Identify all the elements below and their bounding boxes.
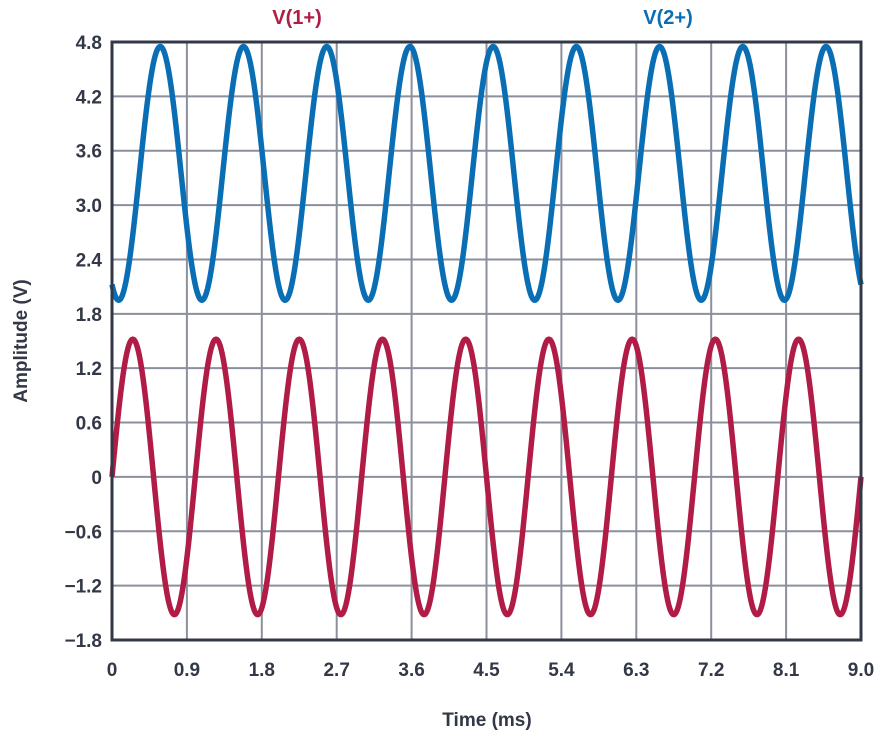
y-tick-label: 1.8 bbox=[76, 305, 102, 326]
y-tick-label: −1.2 bbox=[64, 577, 102, 598]
x-tick-label: 4.5 bbox=[473, 660, 500, 681]
y-tick-label: 2.4 bbox=[76, 250, 103, 271]
x-tick-label: 5.4 bbox=[548, 660, 575, 681]
plot-frame bbox=[110, 40, 863, 642]
y-tick-label: 1.2 bbox=[76, 359, 102, 380]
y-tick-label: 0 bbox=[91, 468, 102, 489]
x-tick-label: 2.7 bbox=[323, 660, 349, 681]
grid-lines bbox=[111, 41, 862, 641]
y-tick-label: 3.6 bbox=[76, 142, 102, 163]
y-tick-label: −1.8 bbox=[64, 631, 102, 652]
x-tick-label: 6.3 bbox=[623, 660, 649, 681]
y-tick-label: −0.6 bbox=[64, 522, 102, 543]
legend-v2: V(2+) bbox=[643, 7, 692, 29]
waveform-v2 bbox=[109, 43, 864, 303]
waveforms bbox=[109, 43, 864, 618]
x-axis-title: Time (ms) bbox=[442, 710, 531, 731]
y-tick-label: 4.2 bbox=[76, 87, 102, 108]
y-tick-label: 4.8 bbox=[76, 33, 102, 54]
x-tick-label: 7.2 bbox=[698, 660, 724, 681]
x-tick-label: 0 bbox=[107, 660, 118, 681]
y-tick-label: 0.6 bbox=[76, 414, 102, 435]
y-axis-title: Amplitude (V) bbox=[11, 279, 32, 403]
x-tick-label: 8.1 bbox=[773, 660, 800, 681]
x-tick-label: 0.9 bbox=[174, 660, 200, 681]
y-tick-label: 3.0 bbox=[76, 196, 102, 217]
legend-v1: V(1+) bbox=[272, 7, 321, 29]
waveform-v1 bbox=[109, 336, 864, 618]
x-tick-label: 1.8 bbox=[249, 660, 275, 681]
x-axis-ticks: 0 0.9 1.8 2.7 3.6 4.5 5.4 6.3 7.2 8.1 9.0 bbox=[107, 660, 875, 681]
x-tick-label: 9.0 bbox=[848, 660, 874, 681]
x-tick-label: 3.6 bbox=[398, 660, 424, 681]
y-axis-ticks: 4.8 4.2 3.6 3.0 2.4 1.8 1.2 0.6 0 −0.6 −1.2 −1.8 bbox=[64, 33, 102, 652]
